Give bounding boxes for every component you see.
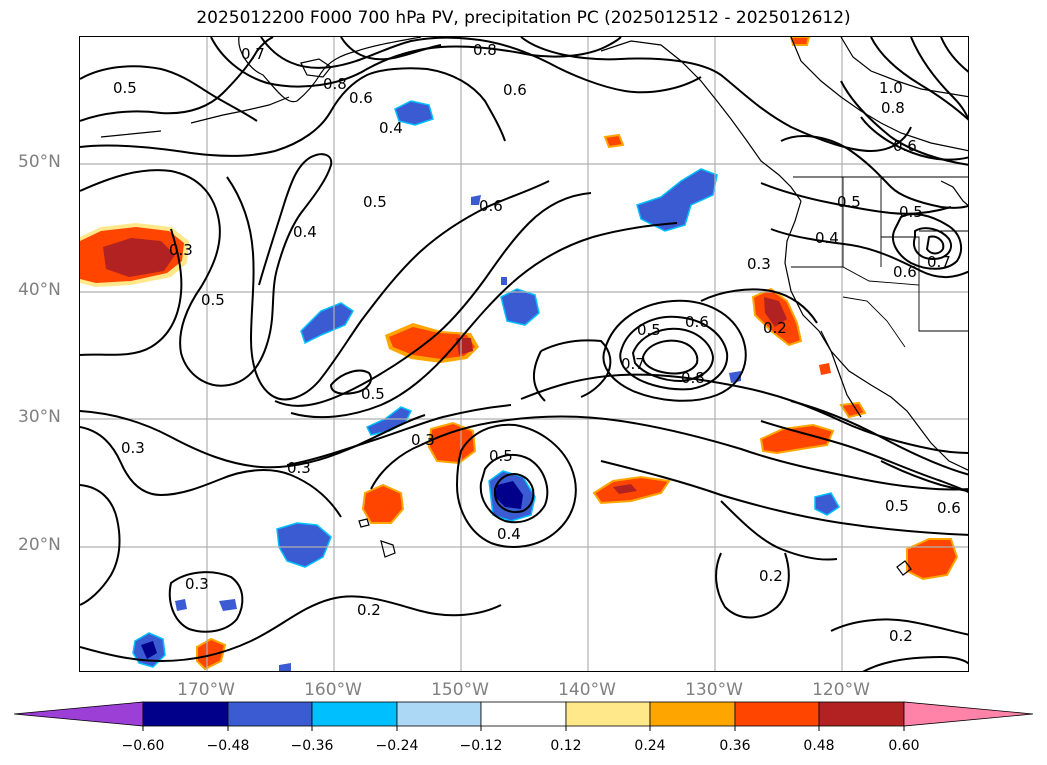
pv-contours <box>80 37 968 671</box>
contour-label: 0.5 <box>361 385 385 403</box>
colorbar-tick-label: 0.12 <box>550 738 582 754</box>
lat-label-30n: 30°N <box>18 407 61 427</box>
precip-blob-150w-29n <box>427 421 477 465</box>
colorbar-tick-label: −0.24 <box>375 738 419 754</box>
contour-label: 0.5 <box>201 291 225 309</box>
contour-label: 0.3 <box>169 241 193 259</box>
contour-label: 0.5 <box>113 79 137 97</box>
colorbar-swatch <box>396 701 482 727</box>
precip-blob-153w-52n <box>394 100 434 126</box>
contour-label: 0.4 <box>379 119 403 137</box>
contour-label: 0.3 <box>287 459 311 477</box>
lon-label-140w: 140°W <box>558 680 616 700</box>
precip-blob-139w-52n <box>603 133 625 149</box>
contour-label: 0.5 <box>363 193 387 211</box>
colorbar-swatch <box>565 701 651 727</box>
contour-label: 0.6 <box>893 263 917 281</box>
colorbar-tick-label: −0.36 <box>290 738 334 754</box>
colorbar-tick-label: −0.60 <box>121 738 165 754</box>
precip-blob-122w-53n <box>789 37 811 46</box>
colorbar-swatch <box>734 701 820 727</box>
colorbar-ticks <box>142 726 905 731</box>
map-title: 2025012200 F000 700 hPa PV, precipitatio… <box>196 8 851 28</box>
lat-label-50n: 50°N <box>18 152 61 172</box>
contour-label: 0.8 <box>473 41 497 59</box>
contour-labels: 0.5 0.7 0.8 0.6 0.8 0.6 0.4 1.0 0.8 0.6 … <box>113 41 961 645</box>
contour-label: 0.2 <box>759 567 783 585</box>
colorbar-tick-label: 0.24 <box>634 738 666 754</box>
map-panel: 0.5 0.7 0.8 0.6 0.8 0.6 0.4 1.0 0.8 0.6 … <box>79 36 969 672</box>
precip-blob-116w-21n <box>906 538 959 581</box>
contour-label: 0.3 <box>185 575 209 593</box>
map-canvas: 0.5 0.7 0.8 0.6 0.8 0.6 0.4 1.0 0.8 0.6 … <box>80 37 968 671</box>
colorbar-tick-label: 0.36 <box>719 738 751 754</box>
colorbar-segments <box>13 701 1034 727</box>
contour-label: 0.4 <box>293 223 317 241</box>
contour-label: 0.5 <box>489 447 513 465</box>
precip-blob-170w-14n <box>196 637 227 671</box>
colorbar-swatch <box>311 701 398 727</box>
contour-label: 0.7 <box>621 355 645 373</box>
lon-label-120w: 120°W <box>812 680 870 700</box>
lon-label-160w: 160°W <box>304 680 362 700</box>
contour-label: 0.3 <box>411 431 435 449</box>
colorbar-tick-label: −0.48 <box>206 738 250 754</box>
contour-label: 0.7 <box>927 253 951 271</box>
colorbar-extend-high <box>903 701 1034 727</box>
contour-label: 0.6 <box>893 137 917 155</box>
precip-blob-154w-30n <box>365 406 413 436</box>
contour-label: 0.7 <box>241 45 265 63</box>
precip-blob-162w-22n <box>361 483 405 524</box>
contour-label: 0.6 <box>685 313 709 331</box>
precip-blob-122w-23n <box>814 492 840 516</box>
colorbar-extend-low <box>13 701 144 727</box>
contour-label: 0.6 <box>503 81 527 99</box>
contour-label: 0.8 <box>323 75 347 93</box>
precip-blob-131w-47n <box>636 168 718 232</box>
precip-blob-125w-29n <box>759 423 835 455</box>
colorbar-swatch <box>480 701 567 727</box>
lat-label-20n: 20°N <box>18 535 61 555</box>
contour-label: 1.0 <box>879 79 903 97</box>
contour-label: 0.5 <box>837 193 861 211</box>
colorbar-tick-label: −0.12 <box>459 738 503 754</box>
contour-label: 0.5 <box>899 203 923 221</box>
contour-label: 0.5 <box>637 321 661 339</box>
contour-label: 0.6 <box>937 499 961 517</box>
contour-label: 0.4 <box>497 525 521 543</box>
lon-label-130w: 130°W <box>685 680 743 700</box>
colorbar-tick-label: 0.48 <box>803 738 835 754</box>
precip-blob-165w-21n <box>276 522 332 568</box>
colorbar-tick-label: 0.60 <box>888 738 920 754</box>
contour-label: 0.5 <box>885 497 909 515</box>
contour-label: 0.8 <box>881 99 905 117</box>
precip-blob-160w-37n <box>300 302 354 345</box>
colorbar-swatch <box>649 701 736 727</box>
colorbar-swatch <box>227 701 313 727</box>
colorbar-swatch <box>818 701 905 727</box>
contour-label: 0.3 <box>747 255 771 273</box>
lat-label-40n: 40°N <box>18 280 61 300</box>
precip-positive-areas <box>80 37 959 671</box>
contour-label: 0.2 <box>763 319 787 337</box>
contour-label: 0.6 <box>349 89 373 107</box>
contour-label: 0.8 <box>681 369 705 387</box>
contour-label: 0.4 <box>815 229 839 247</box>
contour-label: 0.6 <box>479 197 503 215</box>
contour-label: 0.2 <box>889 627 913 645</box>
colorbar-swatch <box>142 701 229 727</box>
contour-label: 0.3 <box>121 439 145 457</box>
lon-label-150w: 150°W <box>431 680 489 700</box>
precip-blob-148w-39n <box>500 288 540 326</box>
contour-label: 0.2 <box>357 601 381 619</box>
lon-label-170w: 170°W <box>177 680 235 700</box>
